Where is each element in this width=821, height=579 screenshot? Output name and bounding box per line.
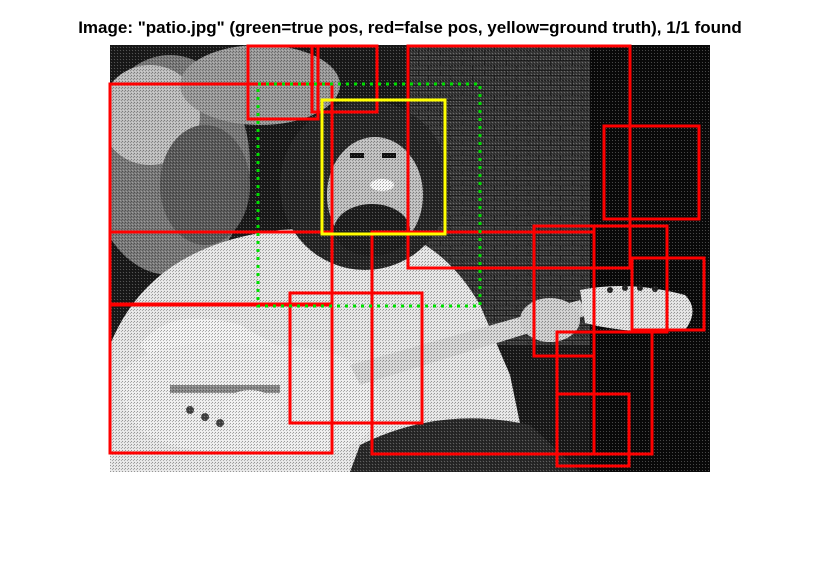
guitarist-photo <box>110 45 710 472</box>
figure-title: Image: "patio.jpg" (green=true pos, red=… <box>78 18 742 37</box>
detection-image <box>110 45 710 472</box>
